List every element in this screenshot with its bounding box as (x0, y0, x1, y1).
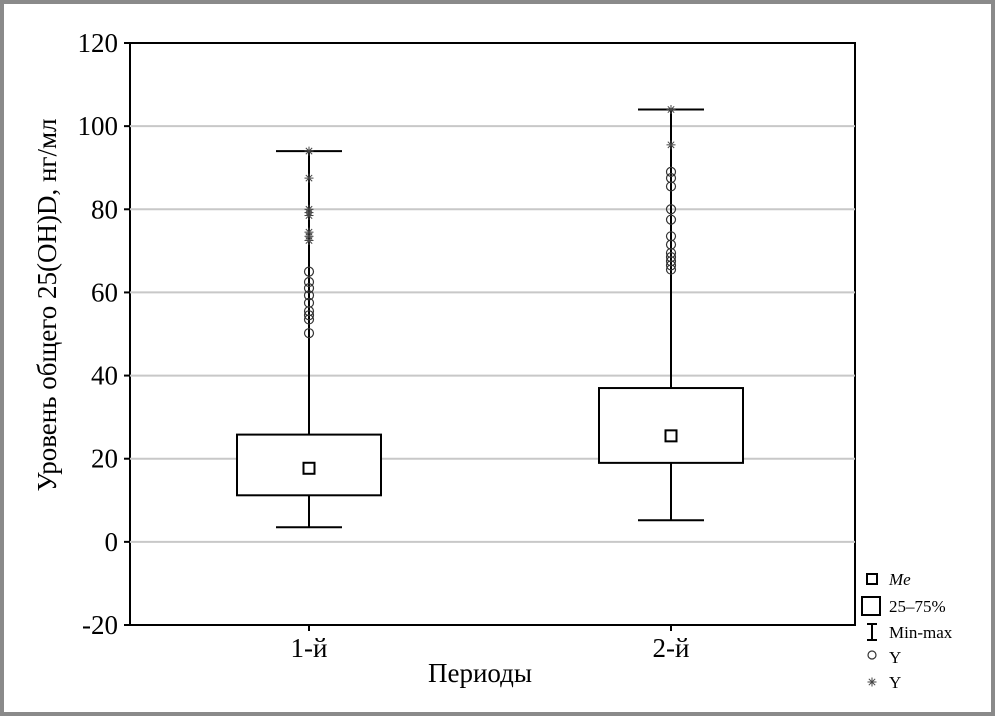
legend-label: 25–75% (889, 597, 946, 616)
legend-label: Y (889, 673, 901, 692)
legend-item: 25–75% (861, 596, 946, 616)
iqr-box (598, 387, 744, 464)
legend-asterisk-icon (867, 677, 877, 687)
outlier-point (665, 239, 677, 250)
y-tick-label: 0 (105, 527, 119, 557)
outlier-point (303, 266, 315, 277)
outlier-point (303, 297, 315, 308)
y-tick-label: 20 (91, 444, 118, 474)
extreme-point (666, 105, 676, 115)
median-marker (302, 461, 316, 475)
x-tick-labels: 1-й 2-й (291, 625, 690, 663)
outlier-point (303, 283, 315, 294)
legend-label: Y (889, 648, 901, 667)
outlier-point (665, 251, 677, 263)
extreme-point (666, 140, 676, 150)
legend-label: Me (888, 570, 911, 589)
legend-label: Min-max (889, 623, 953, 642)
outlier-point (303, 310, 315, 321)
y-tick-label: 60 (91, 277, 118, 307)
outlier-point (303, 276, 315, 288)
legend-median-icon (866, 573, 878, 585)
legend-item: Y (867, 673, 901, 692)
extreme-point (304, 173, 314, 183)
legend-box-icon (861, 596, 881, 616)
outlier-point (665, 247, 677, 259)
legend-item: Min-max (867, 623, 953, 642)
extreme-point (304, 227, 314, 237)
x-axis-title: Периоды (428, 658, 532, 688)
extreme-point (304, 146, 314, 156)
outlier-point (665, 166, 677, 177)
legend: Me 25–75% Min-max YY (861, 570, 953, 692)
outlier-point (665, 181, 677, 192)
box-group (598, 105, 744, 522)
outlier-point (303, 314, 315, 325)
y-axis-title: Уровень общего 25(OH)D, нг/мл (32, 118, 62, 491)
outlier-point (665, 256, 677, 267)
outlier-point (303, 290, 315, 301)
legend-item: Y (867, 648, 901, 667)
outlier-point (665, 173, 677, 184)
boxes (236, 105, 744, 529)
outlier-point (665, 231, 677, 242)
y-tick-label: 100 (78, 111, 119, 141)
outlier-point (665, 214, 677, 225)
legend-whisker-icon (867, 623, 877, 641)
legend-item: Me (866, 570, 911, 589)
y-tick-label: 80 (91, 194, 118, 224)
x-tick-label: 1-й (291, 633, 328, 663)
y-tick-labels: -20 0 20 40 60 80 100 120 (78, 28, 130, 640)
y-tick-label: 40 (91, 361, 118, 391)
outlier-point (665, 264, 677, 275)
iqr-box (236, 433, 382, 497)
x-tick-label: 2-й (653, 633, 690, 663)
y-tick-label: -20 (82, 610, 118, 640)
extreme-point (304, 204, 314, 214)
outlier-point (303, 328, 315, 339)
outlier-point (303, 306, 315, 317)
outlier-point (665, 260, 677, 271)
legend-circle-icon (867, 650, 877, 660)
outlier-point (665, 204, 677, 215)
y-tick-label: 120 (78, 28, 119, 58)
box-group (236, 146, 382, 529)
median-marker (664, 429, 678, 443)
plot-area-border (129, 42, 856, 626)
